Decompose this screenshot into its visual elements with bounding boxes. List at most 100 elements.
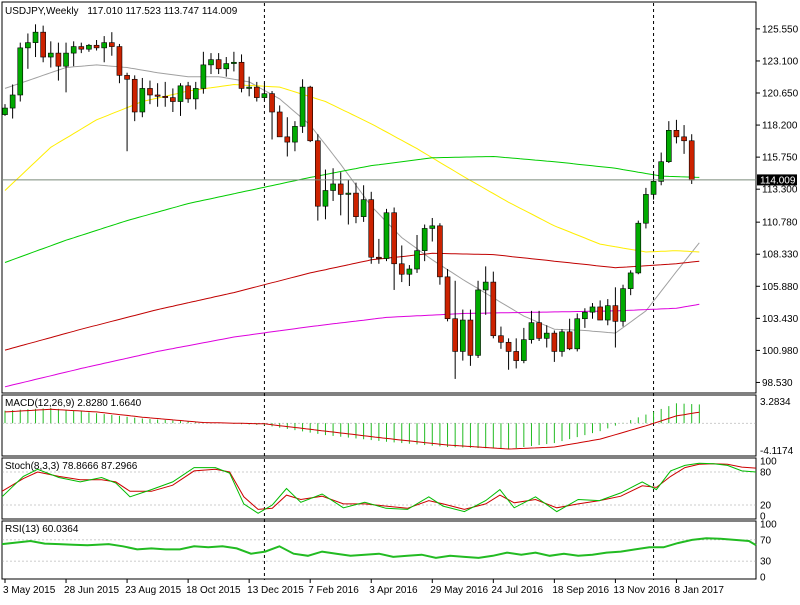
bullish-candle bbox=[383, 212, 390, 259]
bullish-candle bbox=[421, 228, 428, 251]
bullish-candle bbox=[9, 94, 16, 109]
time-tick-label: 24 Jul 2016 bbox=[491, 585, 543, 596]
macd-panel-frame bbox=[1, 394, 757, 457]
stoch-label: Stoch(8,3,3) 78.8666 87.2966 bbox=[5, 461, 138, 472]
bullish-candle bbox=[208, 59, 214, 66]
price-tick-label: 125.550 bbox=[762, 24, 799, 35]
bearish-candle bbox=[238, 61, 245, 89]
bearish-candle bbox=[215, 59, 222, 70]
price-tick-label: 98.530 bbox=[762, 378, 793, 389]
bullish-candle bbox=[582, 311, 588, 320]
moving-average-line bbox=[4, 252, 700, 351]
time-tick-label: 23 Aug 2015 bbox=[125, 585, 182, 596]
bearish-candle bbox=[467, 319, 474, 356]
bullish-candle bbox=[528, 322, 535, 340]
bullish-candle bbox=[543, 332, 550, 339]
stoch-main-line bbox=[1, 462, 757, 514]
price-tick-label: 120.650 bbox=[762, 89, 799, 100]
stoch-tick-label: 80 bbox=[760, 468, 772, 479]
bullish-candle bbox=[246, 86, 252, 89]
bullish-candle bbox=[650, 181, 657, 195]
bearish-candle bbox=[154, 94, 161, 97]
bullish-candle bbox=[589, 306, 596, 313]
bearish-candle bbox=[681, 136, 687, 142]
bullish-candle bbox=[192, 88, 199, 100]
bearish-candle bbox=[398, 263, 405, 275]
bullish-candle bbox=[299, 86, 306, 127]
bullish-candle bbox=[574, 318, 581, 350]
stoch-panel-frame bbox=[1, 457, 757, 520]
price-tick-label: 110.780 bbox=[762, 218, 798, 229]
bullish-candle bbox=[627, 272, 634, 289]
time-tick-label: 13 Nov 2016 bbox=[613, 585, 670, 596]
rsi-tick-label: 70 bbox=[760, 535, 772, 546]
bearish-candle bbox=[116, 46, 123, 76]
bearish-candle bbox=[276, 111, 283, 138]
time-tick-label: 3 Apr 2016 bbox=[369, 585, 418, 596]
bearish-candle bbox=[147, 88, 153, 96]
bullish-candle bbox=[25, 42, 31, 49]
bearish-candle bbox=[162, 95, 169, 98]
bearish-candle bbox=[612, 305, 619, 322]
time-axis: 3 May 2015 28 Jun 2015 23 Aug 2015 18 Oct 2… bbox=[3, 579, 724, 596]
time-tick-label: 18 Sep 2016 bbox=[552, 585, 609, 596]
price-tick-label: 103.430 bbox=[762, 314, 799, 325]
bullish-candle bbox=[521, 339, 527, 361]
bearish-candle bbox=[170, 97, 176, 102]
bearish-candle bbox=[597, 306, 603, 321]
time-tick-label: 28 Jun 2015 bbox=[64, 585, 119, 596]
bullish-candle bbox=[200, 64, 207, 89]
bullish-candle bbox=[360, 199, 367, 217]
bullish-candle bbox=[330, 183, 336, 191]
bearish-candle bbox=[437, 225, 443, 278]
bullish-candle bbox=[459, 319, 466, 352]
bearish-candle bbox=[490, 281, 497, 337]
bullish-candle bbox=[559, 331, 565, 352]
price-tick-label: 108.330 bbox=[762, 250, 799, 261]
time-tick-label: 3 May 2015 bbox=[3, 585, 56, 596]
bullish-candle bbox=[177, 85, 184, 102]
stoch-signal-line bbox=[1, 463, 757, 510]
bearish-candle bbox=[93, 44, 100, 49]
bullish-candle bbox=[643, 194, 649, 224]
chart-title: USDJPY,Weekly 117.010 117.523 113.747 11… bbox=[5, 6, 238, 17]
bearish-candle bbox=[337, 183, 344, 195]
bullish-candle bbox=[429, 225, 436, 229]
macd-label: MACD(12,26,9) 2.8280 1.6640 bbox=[5, 398, 142, 409]
bearish-candle bbox=[124, 75, 130, 80]
price-tick-label: 115.750 bbox=[762, 153, 798, 164]
price-tick-label: 100.980 bbox=[762, 346, 799, 357]
bullish-candle bbox=[475, 289, 481, 356]
moving-average-line bbox=[4, 155, 700, 263]
bullish-candle bbox=[345, 192, 352, 195]
bearish-candle bbox=[551, 332, 558, 352]
bullish-candle bbox=[139, 88, 146, 113]
bearish-candle bbox=[513, 351, 520, 361]
moving-average-line bbox=[4, 83, 700, 253]
rsi-label: RSI(13) 60.0364 bbox=[5, 524, 79, 535]
rsi-panel-frame bbox=[1, 520, 757, 580]
bullish-candle bbox=[47, 52, 54, 58]
moving-average-line bbox=[4, 303, 700, 388]
bearish-candle bbox=[307, 86, 314, 142]
bearish-candle bbox=[55, 52, 62, 67]
candlesticks bbox=[2, 24, 695, 379]
stoch-tick-label: 0 bbox=[760, 512, 766, 523]
price-panel-frame bbox=[1, 1, 757, 394]
bullish-candle bbox=[86, 44, 92, 50]
bearish-candle bbox=[131, 78, 138, 113]
stoch-tick-label: 100 bbox=[760, 457, 777, 468]
bearish-candle bbox=[566, 331, 573, 350]
rsi-indicator bbox=[1, 537, 757, 562]
bearish-candle bbox=[368, 199, 375, 258]
bullish-candle bbox=[32, 31, 39, 43]
bullish-candle bbox=[223, 63, 230, 70]
macd-tick-label: 3.2834 bbox=[760, 397, 791, 408]
bearish-candle bbox=[444, 276, 451, 320]
price-tick-label: 118.200 bbox=[762, 121, 798, 132]
bullish-candle bbox=[620, 288, 626, 322]
bearish-candle bbox=[353, 192, 359, 217]
